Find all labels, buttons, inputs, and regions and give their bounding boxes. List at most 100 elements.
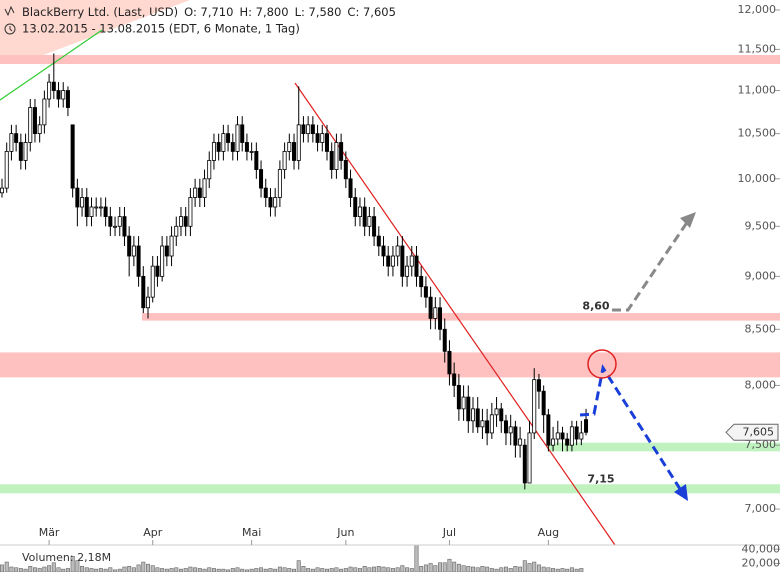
candle-body (447, 350, 452, 375)
candle-body (169, 235, 174, 257)
volume-bar (240, 568, 245, 572)
icons (4, 5, 16, 35)
volume-bar (527, 563, 532, 572)
volume-bar (292, 568, 297, 572)
candle-body (226, 133, 231, 143)
candle-body (216, 142, 221, 152)
candle-body (42, 98, 47, 126)
volume-bar (324, 568, 329, 572)
candle-body (230, 142, 235, 152)
candle-body (324, 133, 329, 152)
candle-body (452, 373, 457, 386)
volume-bar (569, 567, 574, 572)
candle-body (584, 419, 589, 433)
candle-body (89, 206, 94, 217)
volume-bar (235, 567, 240, 572)
candle-body (405, 265, 410, 277)
header-low: L: 7,580 (295, 5, 342, 19)
zones (0, 55, 780, 494)
volume-bar (94, 568, 99, 572)
volume-bar (268, 568, 273, 572)
volume-bar (367, 567, 372, 572)
candle-body (61, 90, 66, 100)
volume-bar (419, 566, 424, 572)
candle-body (456, 385, 461, 410)
x-tick-label: Apr (143, 526, 163, 539)
candle-body (555, 432, 560, 440)
candle-body (65, 90, 70, 108)
y-tick-label: 11,000 (738, 84, 777, 97)
volume-bar (122, 566, 127, 572)
candle-body (98, 206, 103, 209)
volume-bar (56, 567, 61, 572)
candle-body (84, 197, 89, 217)
volume-label: Volumen: 2,18M (22, 551, 111, 564)
volume-bar (108, 567, 113, 572)
header-high: H: 7,800 (239, 5, 288, 19)
candle-body (480, 420, 485, 428)
volume-bar (37, 568, 42, 572)
candle-body (141, 275, 146, 309)
y-tick-label: 10,000 (738, 172, 777, 185)
volume-bar (221, 568, 226, 572)
candle-body (390, 255, 395, 267)
volume-bar (51, 562, 56, 572)
candle-body (292, 142, 297, 161)
volume-bar (296, 560, 301, 572)
volume-bar (348, 566, 353, 572)
candle-body (160, 245, 165, 277)
candle-body (532, 379, 537, 434)
candle-body (470, 408, 475, 422)
volume-bar (80, 566, 85, 572)
volume-bar (381, 566, 386, 572)
volume-bar (141, 561, 146, 572)
candle-body (221, 133, 226, 152)
x-tick-label: Jul (442, 526, 456, 539)
header-close: C: 7,605 (347, 5, 395, 19)
volume-bar (230, 568, 235, 572)
volume-bar (84, 567, 89, 572)
candle-body (150, 265, 155, 298)
candle-body (23, 142, 28, 161)
candle-body (372, 216, 377, 237)
candle-body (108, 216, 113, 227)
arrow-up (612, 217, 692, 312)
volume-bar (466, 566, 471, 572)
candle-body (409, 255, 414, 267)
volume-bar (386, 567, 391, 572)
volume-bar (178, 568, 183, 572)
volume-bar (277, 566, 282, 572)
candle-body (386, 255, 391, 267)
candle-body (339, 142, 344, 161)
volume-bar (522, 560, 527, 572)
candle-body (334, 142, 339, 170)
volume-bar (503, 566, 508, 572)
volume-bar (216, 568, 221, 572)
volume-bar (131, 567, 136, 572)
candle-body (546, 414, 551, 446)
volume-bar (489, 568, 494, 572)
candle-body (56, 90, 61, 100)
zone (0, 55, 780, 64)
candle-body (569, 426, 574, 446)
trend-line (294, 82, 616, 546)
volume-bar (249, 568, 254, 572)
candle-body (51, 81, 56, 91)
candle-body (513, 426, 518, 446)
candle-body (240, 124, 245, 143)
candle-body (551, 438, 556, 446)
volume-bar (211, 568, 216, 572)
volume-bar (560, 568, 565, 572)
volume-bar (390, 568, 395, 572)
volume-bar (334, 567, 339, 572)
forecast (579, 212, 696, 501)
candle-body (249, 151, 254, 153)
candle-body (197, 187, 202, 198)
candle-body (315, 133, 320, 143)
volume-bar (353, 567, 358, 572)
volume-bar (0, 564, 5, 572)
volume-bar (461, 565, 466, 572)
volume-bar (409, 568, 414, 572)
